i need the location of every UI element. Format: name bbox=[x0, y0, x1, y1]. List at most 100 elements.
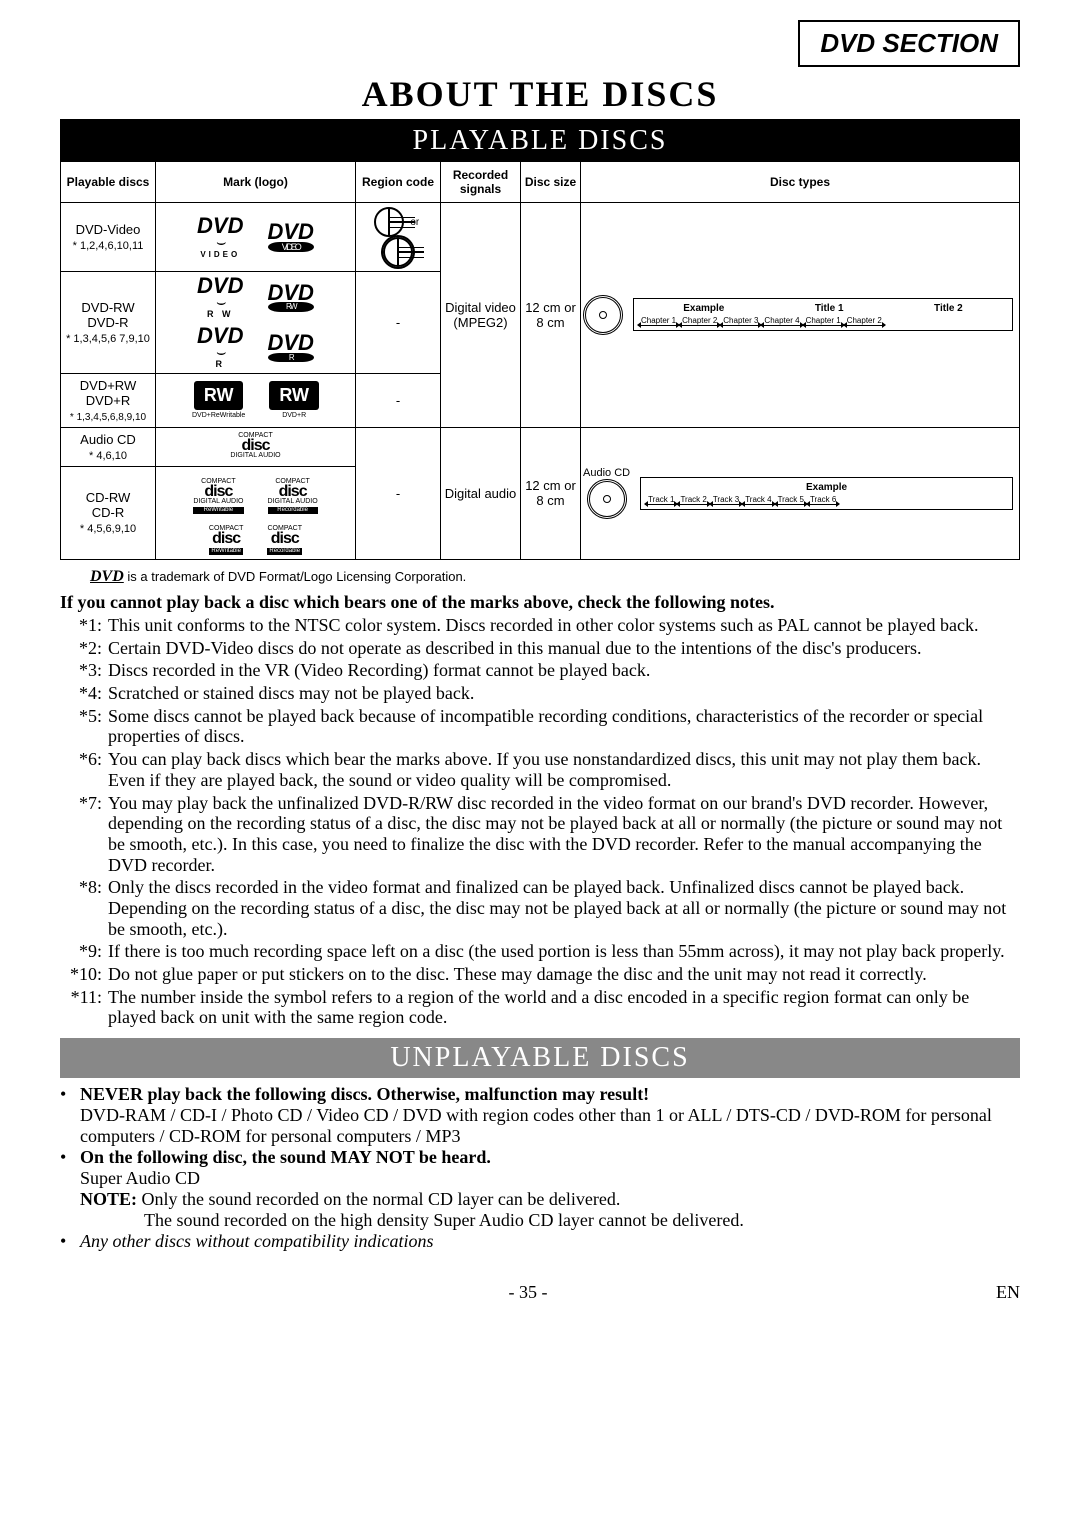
audio-cd-logo: COMPACTdiscDIGITAL AUDIO bbox=[156, 427, 356, 466]
region-dash: - bbox=[356, 373, 441, 427]
note-marker: *4: bbox=[60, 683, 108, 704]
dvd-logo-icon: DVDVIDEO bbox=[268, 222, 314, 252]
region-globe-icon bbox=[374, 207, 404, 237]
page-footer: - 35 - EN bbox=[60, 1282, 1020, 1303]
dvd-mark-icon: DVD bbox=[90, 568, 124, 585]
note-text: The number inside the symbol refers to a… bbox=[108, 987, 1020, 1028]
col-mark: Mark (logo) bbox=[156, 162, 356, 203]
note-item: *6:You can play back discs which bear th… bbox=[60, 749, 1020, 790]
rw-logo-icon: RWDVD+R bbox=[269, 381, 319, 419]
region-code-cell: or bbox=[356, 203, 441, 272]
col-playable: Playable discs bbox=[61, 162, 156, 203]
dvd-plus-note: * 1,3,4,5,6,8,9,10 bbox=[70, 412, 146, 423]
trademark-note: DVD is a trademark of DVD Format/Logo Li… bbox=[90, 568, 1020, 586]
note-marker: *10: bbox=[60, 964, 108, 985]
note-item: *9:If there is too much recording space … bbox=[60, 941, 1020, 962]
dvd-video-logos: DVD⌣VIDEO DVDVIDEO bbox=[156, 203, 356, 272]
dvd-rw-logo-icon: DVD⌣R W bbox=[197, 276, 243, 318]
disc-types-audio: Audio CD Example Track 1 Track 2 Track 3… bbox=[581, 427, 1020, 559]
disc-size-audio: 12 cm or 8 cm bbox=[521, 427, 581, 559]
note-item: *1:This unit conforms to the NTSC color … bbox=[60, 615, 1020, 636]
note-text: You may play back the unfinalized DVD-R/… bbox=[108, 793, 1020, 876]
dvd-section-box: DVD SECTION bbox=[798, 20, 1020, 67]
row-dvd-video: DVD-Video * 1,2,4,6,10,11 DVD⌣VIDEO DVDV… bbox=[61, 203, 1020, 272]
note-1: Only the sound recorded on the normal CD… bbox=[142, 1189, 621, 1209]
note-text: Some discs cannot be played back because… bbox=[108, 706, 1020, 747]
note-marker: *11: bbox=[60, 987, 108, 1028]
disc-size-video: 12 cm or 8 cm bbox=[521, 203, 581, 428]
notes-list: *1:This unit conforms to the NTSC color … bbox=[60, 615, 1020, 1028]
col-types: Disc types bbox=[581, 162, 1020, 203]
track-seg: Track 4 bbox=[742, 495, 774, 505]
chapter-seg: Chapter 1 bbox=[638, 316, 679, 326]
note-item: *2:Certain DVD-Video discs do not operat… bbox=[60, 638, 1020, 659]
audio-cd-caption: Audio CD bbox=[583, 467, 630, 479]
unplayable-section: • NEVER play back the following discs. O… bbox=[60, 1084, 1020, 1252]
playable-discs-heading: PLAYABLE DISCS bbox=[60, 121, 1020, 161]
cd-r-label: CD-R bbox=[92, 505, 125, 520]
trademark-text: is a trademark of DVD Format/Logo Licens… bbox=[127, 569, 466, 584]
title2-label: Title 2 bbox=[934, 303, 963, 314]
dvd-plus-logos: RWDVD+ReWritable RWDVD+R bbox=[156, 373, 356, 427]
track-seg: Track 2 bbox=[677, 495, 709, 505]
note-item: *4:Scratched or stained discs may not be… bbox=[60, 683, 1020, 704]
example-box-audio: Example Track 1 Track 2 Track 3 Track 4 … bbox=[640, 477, 1013, 510]
dvd-plus-r-label: DVD+R bbox=[86, 393, 130, 408]
table-header-row: Playable discs Mark (logo) Region code R… bbox=[61, 162, 1020, 203]
dvd-r-label: DVD-R bbox=[87, 315, 128, 330]
on-following-disc: On the following disc, the sound MAY NOT… bbox=[80, 1147, 491, 1167]
audio-cd-note: * 4,6,10 bbox=[89, 450, 127, 462]
note-marker: *6: bbox=[60, 749, 108, 790]
note-text: This unit conforms to the NTSC color sys… bbox=[108, 615, 979, 636]
check-note: If you cannot play back a disc which bea… bbox=[60, 592, 1020, 613]
dvd-rw-label: DVD-RW bbox=[81, 300, 134, 315]
disc-icon bbox=[587, 479, 627, 519]
note-text: Only the discs recorded in the video for… bbox=[108, 877, 1020, 939]
dvd-r-logo-icon: DVD⌣R bbox=[197, 326, 243, 368]
dvd-rw-logos: DVD⌣R W DVDR W DVD⌣R DVDR bbox=[156, 272, 356, 374]
note-marker: *8: bbox=[60, 877, 108, 939]
disc-types-video: Example Title 1 Title 2 Chapter 1 Chapte… bbox=[581, 203, 1020, 428]
track-seg: Track 3 bbox=[710, 495, 742, 505]
dvd-plus-rw-label: DVD+RW bbox=[80, 378, 136, 393]
audio-cd-label: Audio CD bbox=[80, 432, 136, 447]
playable-discs-table: Playable discs Mark (logo) Region code R… bbox=[60, 161, 1020, 560]
note-marker: *9: bbox=[60, 941, 108, 962]
lang-code: EN bbox=[996, 1282, 1020, 1303]
disc-icon bbox=[583, 295, 623, 335]
cd-rewritable-logo-icon: COMPACTdiscReWritable bbox=[209, 526, 243, 555]
note-item: *11:The number inside the symbol refers … bbox=[60, 987, 1020, 1028]
note-marker: *7: bbox=[60, 793, 108, 876]
note-text: Discs recorded in the VR (Video Recordin… bbox=[108, 660, 650, 681]
recorded-audio: Digital audio bbox=[441, 427, 521, 559]
cd-recordable-logo-icon: COMPACTdiscDIGITAL AUDIORecordable bbox=[268, 479, 318, 514]
col-region: Region code bbox=[356, 162, 441, 203]
title1-label: Title 1 bbox=[815, 303, 844, 314]
cd-rw-logos: COMPACTdiscDIGITAL AUDIOReWritable COMPA… bbox=[156, 466, 356, 559]
cd-rw-note: * 4,5,6,9,10 bbox=[80, 523, 136, 535]
sacd-label: Super Audio CD bbox=[80, 1168, 200, 1188]
track-seg: Track 6 bbox=[807, 495, 839, 505]
note-text: You can play back discs which bear the m… bbox=[108, 749, 1020, 790]
region-dash: - bbox=[356, 427, 441, 559]
dvd-r-logo-icon: DVDR bbox=[268, 333, 314, 362]
page-number: - 35 - bbox=[60, 1282, 996, 1303]
note-text: If there is too much recording space lef… bbox=[108, 941, 1005, 962]
note-item: *10:Do not glue paper or put stickers on… bbox=[60, 964, 1020, 985]
dvd-logo-icon: DVD⌣VIDEO bbox=[197, 216, 243, 257]
chapter-seg: Chapter 3 bbox=[720, 316, 761, 326]
note-item: *5:Some discs cannot be played back beca… bbox=[60, 706, 1020, 747]
note-text: Do not glue paper or put stickers on to … bbox=[108, 964, 927, 985]
cd-rw-label: CD-RW bbox=[86, 490, 131, 505]
track-seg: Track 1 bbox=[645, 495, 677, 505]
example-label: Example bbox=[645, 482, 1008, 493]
dvd-rw-note: * 1,3,4,5,6 7,9,10 bbox=[66, 333, 150, 345]
chapter-seg: Chapter 2 bbox=[844, 316, 885, 326]
main-title: ABOUT THE DISCS bbox=[60, 73, 1020, 121]
recorded-video: Digital video (MPEG2) bbox=[441, 203, 521, 428]
track-seg: Track 5 bbox=[775, 495, 807, 505]
compact-disc-logo-icon: COMPACTdiscDIGITAL AUDIO bbox=[230, 433, 280, 460]
note-text: Scratched or stained discs may not be pl… bbox=[108, 683, 474, 704]
unplayable-discs-heading: UNPLAYABLE DISCS bbox=[60, 1038, 1020, 1078]
cd-rewritable-logo-icon: COMPACTdiscDIGITAL AUDIOReWritable bbox=[193, 479, 243, 514]
